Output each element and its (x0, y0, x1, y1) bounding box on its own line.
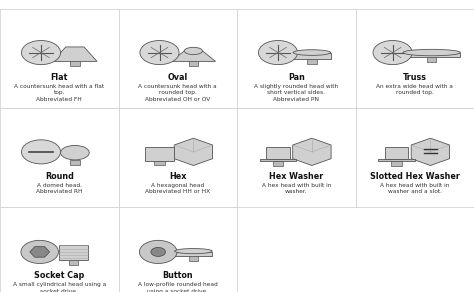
Polygon shape (30, 247, 50, 257)
FancyBboxPatch shape (307, 59, 317, 64)
Circle shape (140, 41, 179, 65)
Text: Oval: Oval (168, 73, 188, 82)
Text: Socket Cap: Socket Cap (34, 271, 84, 280)
Text: Round: Round (45, 172, 73, 181)
FancyBboxPatch shape (273, 161, 283, 166)
FancyBboxPatch shape (237, 9, 356, 108)
Text: Flat: Flat (51, 73, 68, 82)
FancyBboxPatch shape (70, 160, 80, 165)
FancyBboxPatch shape (0, 9, 118, 108)
FancyBboxPatch shape (174, 252, 212, 256)
Text: An extra wide head with a
rounded top.: An extra wide head with a rounded top. (376, 84, 453, 95)
FancyBboxPatch shape (391, 161, 402, 166)
Text: A slightly rounded head with
short vertical sides.
Abbreviated PN: A slightly rounded head with short verti… (254, 84, 338, 102)
Polygon shape (53, 47, 97, 61)
Polygon shape (174, 138, 212, 166)
Text: Slotted Hex Washer: Slotted Hex Washer (370, 172, 460, 181)
FancyBboxPatch shape (237, 108, 356, 207)
FancyBboxPatch shape (385, 147, 408, 159)
FancyBboxPatch shape (378, 159, 415, 161)
Text: A domed head.
Abbreviated RH: A domed head. Abbreviated RH (36, 183, 82, 194)
Text: Button: Button (163, 271, 193, 280)
Text: Hex Washer: Hex Washer (269, 172, 323, 181)
FancyBboxPatch shape (155, 161, 165, 166)
Ellipse shape (61, 145, 89, 160)
Polygon shape (411, 138, 449, 166)
FancyBboxPatch shape (427, 57, 437, 62)
FancyBboxPatch shape (403, 53, 460, 57)
FancyBboxPatch shape (118, 207, 237, 292)
Circle shape (21, 41, 61, 65)
FancyBboxPatch shape (59, 246, 88, 260)
FancyBboxPatch shape (356, 108, 474, 207)
FancyBboxPatch shape (0, 207, 118, 292)
FancyBboxPatch shape (189, 61, 198, 66)
Ellipse shape (403, 49, 460, 56)
Ellipse shape (293, 50, 331, 55)
Text: A countersunk head with a flat
top.
Abbreviated FH: A countersunk head with a flat top. Abbr… (14, 84, 104, 102)
Circle shape (373, 41, 412, 65)
Text: A small cylindrical head using a
socket drive.: A small cylindrical head using a socket … (13, 282, 106, 292)
Text: A hexagonal head
Abbreviated HH or HX: A hexagonal head Abbreviated HH or HX (145, 183, 210, 194)
Text: Hex: Hex (169, 172, 186, 181)
Text: A countersunk head with a
rounded top.
Abbreviated OH or OV: A countersunk head with a rounded top. A… (138, 84, 217, 102)
Text: Truss: Truss (403, 73, 427, 82)
Polygon shape (293, 138, 331, 166)
FancyBboxPatch shape (260, 159, 296, 161)
Text: Pan: Pan (288, 73, 305, 82)
FancyBboxPatch shape (69, 260, 78, 265)
Circle shape (139, 240, 177, 263)
FancyBboxPatch shape (70, 61, 80, 66)
Ellipse shape (174, 248, 212, 254)
FancyBboxPatch shape (266, 147, 290, 159)
FancyBboxPatch shape (118, 108, 237, 207)
Circle shape (258, 41, 298, 65)
FancyBboxPatch shape (118, 9, 237, 108)
Ellipse shape (184, 47, 202, 55)
FancyBboxPatch shape (189, 256, 198, 261)
Circle shape (21, 140, 61, 164)
FancyBboxPatch shape (293, 53, 331, 59)
FancyBboxPatch shape (0, 108, 118, 207)
Text: A hex head with built in
washer.: A hex head with built in washer. (262, 183, 331, 194)
FancyBboxPatch shape (145, 147, 174, 161)
Circle shape (21, 240, 58, 263)
Text: A low-profile rounded head
using a socket drive.: A low-profile rounded head using a socke… (138, 282, 218, 292)
Polygon shape (171, 51, 216, 61)
FancyBboxPatch shape (356, 9, 474, 108)
Circle shape (151, 247, 165, 256)
Text: A hex head with built in
washer and a slot.: A hex head with built in washer and a sl… (380, 183, 449, 194)
